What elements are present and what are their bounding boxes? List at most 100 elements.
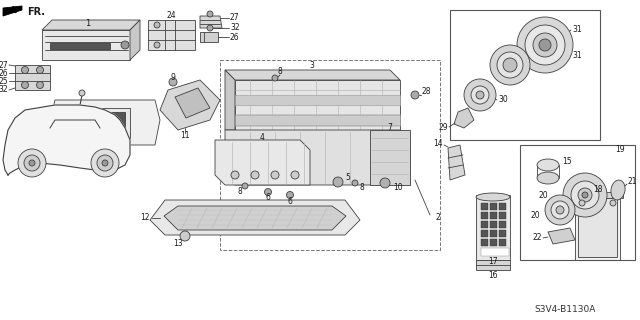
Text: 8: 8 xyxy=(278,68,282,76)
Circle shape xyxy=(22,67,29,74)
Polygon shape xyxy=(175,88,210,118)
Polygon shape xyxy=(476,260,510,270)
Text: 24: 24 xyxy=(166,12,176,20)
Bar xyxy=(85,112,125,134)
Text: 1: 1 xyxy=(85,20,91,28)
Polygon shape xyxy=(215,140,310,185)
Polygon shape xyxy=(80,108,130,138)
Text: 12: 12 xyxy=(141,213,150,222)
Bar xyxy=(499,212,506,219)
Circle shape xyxy=(533,33,557,57)
Text: 19: 19 xyxy=(616,146,625,155)
Circle shape xyxy=(464,79,496,111)
Polygon shape xyxy=(225,70,400,80)
Circle shape xyxy=(36,67,44,74)
Circle shape xyxy=(251,171,259,179)
Circle shape xyxy=(242,183,248,189)
Polygon shape xyxy=(572,192,623,198)
Circle shape xyxy=(556,206,564,214)
Text: 11: 11 xyxy=(180,131,189,140)
Circle shape xyxy=(97,137,103,143)
Circle shape xyxy=(571,181,599,209)
Bar xyxy=(490,239,497,246)
Circle shape xyxy=(333,177,343,187)
Bar xyxy=(220,60,440,250)
Bar xyxy=(499,230,506,237)
Circle shape xyxy=(471,86,489,104)
Text: 6: 6 xyxy=(287,196,292,205)
Text: 16: 16 xyxy=(488,270,498,279)
Text: 25: 25 xyxy=(0,76,8,85)
Circle shape xyxy=(291,171,299,179)
Bar xyxy=(499,203,506,210)
Circle shape xyxy=(18,149,46,177)
Circle shape xyxy=(380,178,390,188)
Text: 31: 31 xyxy=(572,51,582,60)
Circle shape xyxy=(29,160,35,166)
Bar xyxy=(481,212,488,219)
Text: 32: 32 xyxy=(0,85,8,94)
Circle shape xyxy=(411,91,419,99)
Text: 2: 2 xyxy=(435,213,440,222)
Circle shape xyxy=(271,171,279,179)
Circle shape xyxy=(579,200,585,206)
Circle shape xyxy=(87,137,93,143)
Bar xyxy=(490,212,497,219)
Bar xyxy=(481,203,488,210)
Text: 9: 9 xyxy=(171,73,175,82)
Text: 20: 20 xyxy=(531,211,540,220)
Bar xyxy=(481,248,509,256)
Text: 6: 6 xyxy=(266,194,271,203)
Circle shape xyxy=(91,149,119,177)
Polygon shape xyxy=(200,32,218,42)
Circle shape xyxy=(97,155,113,171)
Text: 18: 18 xyxy=(593,186,603,195)
Circle shape xyxy=(476,91,484,99)
Polygon shape xyxy=(164,206,346,230)
Polygon shape xyxy=(183,231,187,234)
Text: 3: 3 xyxy=(310,61,314,70)
Circle shape xyxy=(102,160,108,166)
Bar xyxy=(50,43,110,49)
Polygon shape xyxy=(3,6,22,16)
Text: 29: 29 xyxy=(438,124,448,132)
Bar xyxy=(490,221,497,228)
Text: 31: 31 xyxy=(572,26,582,35)
Text: 7: 7 xyxy=(388,123,392,132)
Polygon shape xyxy=(578,198,617,257)
Circle shape xyxy=(121,41,129,49)
Polygon shape xyxy=(235,115,400,125)
Circle shape xyxy=(563,173,607,217)
Ellipse shape xyxy=(537,172,559,184)
Text: 30: 30 xyxy=(498,95,508,105)
Polygon shape xyxy=(130,20,140,60)
Bar xyxy=(481,221,488,228)
Bar xyxy=(490,230,497,237)
Polygon shape xyxy=(575,195,620,260)
Circle shape xyxy=(180,231,190,241)
Text: 15: 15 xyxy=(562,157,572,166)
Circle shape xyxy=(551,201,569,219)
Circle shape xyxy=(517,17,573,73)
Circle shape xyxy=(490,45,530,85)
Text: S3V4-B1130A: S3V4-B1130A xyxy=(534,306,596,315)
Circle shape xyxy=(545,195,575,225)
Circle shape xyxy=(36,82,44,89)
Bar xyxy=(499,239,506,246)
Circle shape xyxy=(497,52,523,78)
Circle shape xyxy=(610,200,616,206)
Circle shape xyxy=(207,25,213,31)
Text: 27: 27 xyxy=(230,13,239,22)
Polygon shape xyxy=(235,80,400,130)
Circle shape xyxy=(231,171,239,179)
Polygon shape xyxy=(448,145,465,180)
Circle shape xyxy=(207,11,213,17)
Polygon shape xyxy=(235,95,400,105)
Text: 27: 27 xyxy=(0,60,8,69)
Bar xyxy=(450,10,600,140)
Text: 8: 8 xyxy=(237,188,243,196)
Ellipse shape xyxy=(537,159,559,171)
Circle shape xyxy=(503,58,517,72)
Polygon shape xyxy=(370,130,410,185)
Circle shape xyxy=(24,155,40,171)
